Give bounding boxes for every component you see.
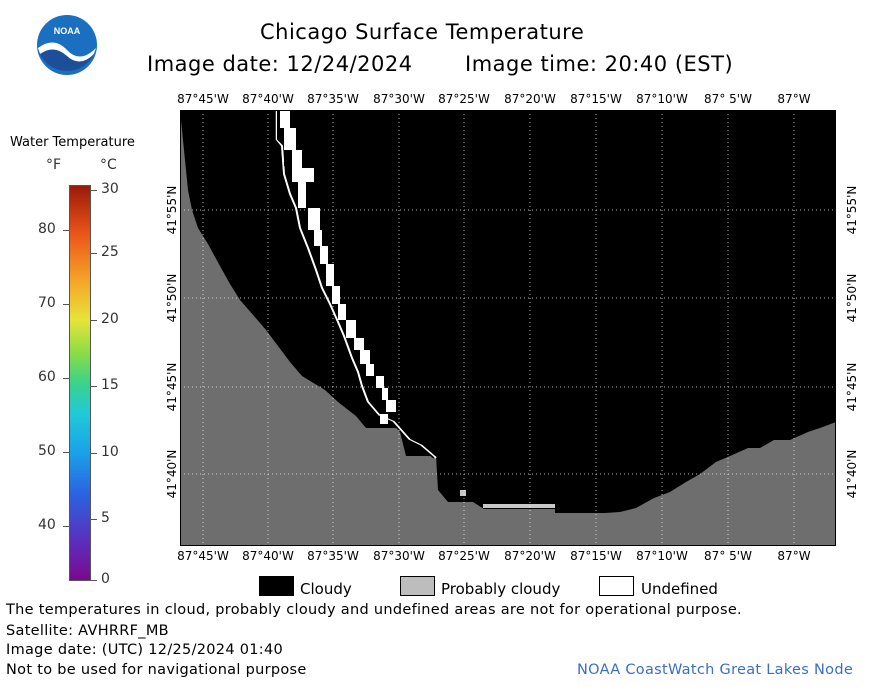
latitude-label: 41°45'N — [165, 362, 179, 412]
longitude-label: 87°40'W — [242, 92, 294, 106]
colorbar-title: Water Temperature — [10, 135, 135, 150]
disclaimer-text: The temperatures in cloud, probably clou… — [6, 602, 742, 618]
celsius-tick: 0 — [101, 571, 110, 587]
tick-mark — [63, 378, 69, 379]
longitude-label: 87° 5'W — [704, 92, 752, 106]
chicago-label: Chicago — [229, 256, 289, 274]
longitude-label: 87°25'W — [438, 549, 490, 563]
longitude-label: 87°W — [777, 549, 811, 563]
cloudy-lake-area — [180, 110, 836, 513]
latitude-label: 41°40'N — [845, 449, 859, 499]
latitude-label: 41°50'N — [165, 273, 179, 323]
fahrenheit-tick: 80 — [38, 221, 56, 237]
longitude-label: 87°25'W — [438, 92, 490, 106]
unit-celsius: °C — [100, 157, 117, 173]
longitude-label: 87°35'W — [307, 549, 359, 563]
longitude-label: 87°W — [777, 92, 811, 106]
longitude-label: 87°45'W — [177, 549, 229, 563]
satellite-text: Satellite: AVHRRF_MB — [6, 623, 169, 639]
celsius-tick: 30 — [101, 181, 119, 197]
unit-fahrenheit: °F — [46, 157, 62, 173]
longitude-label: 87°45'W — [177, 92, 229, 106]
latitude-label: 41°55'N — [845, 185, 859, 235]
graticule — [180, 110, 836, 546]
fahrenheit-tick: 60 — [38, 369, 56, 385]
longitude-label: 87°40'W — [242, 549, 294, 563]
undefined-swatch — [599, 576, 634, 596]
latitude-label: 41°40'N — [165, 449, 179, 499]
longitude-label: 87°30'W — [373, 92, 425, 106]
longitude-label: 87°30'W — [373, 549, 425, 563]
tick-mark — [91, 580, 97, 581]
tick-mark — [91, 386, 97, 387]
map-panel: Chicago — [180, 110, 836, 546]
nav-warning-text: Not to be used for navigational purpose — [6, 662, 307, 678]
fahrenheit-tick: 40 — [38, 517, 56, 533]
cloudy-label: Cloudy — [300, 580, 352, 598]
tick-mark — [63, 230, 69, 231]
tick-mark — [91, 320, 97, 321]
longitude-label: 87° 5'W — [704, 549, 752, 563]
longitude-label: 87°20'W — [504, 549, 556, 563]
undefined-label: Undefined — [641, 580, 718, 598]
latitude-label: 41°50'N — [845, 273, 859, 323]
page-title: Chicago Surface Temperature — [260, 20, 585, 44]
temperature-colorbar — [69, 185, 91, 581]
latitude-label: 41°55'N — [165, 185, 179, 235]
noaa-logo-text: NOAA — [54, 26, 81, 36]
tick-mark — [91, 519, 97, 520]
longitude-label: 87°35'W — [307, 92, 359, 106]
undefined-pixels — [280, 110, 396, 424]
longitude-label: 87°20'W — [504, 92, 556, 106]
longitude-label: 87°15'W — [570, 92, 622, 106]
celsius-tick: 10 — [101, 444, 119, 460]
tick-mark — [63, 452, 69, 453]
celsius-tick: 5 — [101, 510, 110, 526]
image-time: Image time: 20:40 (EST) — [465, 52, 734, 76]
chicago-marker — [297, 244, 307, 254]
tick-mark — [63, 526, 69, 527]
tick-mark — [63, 304, 69, 305]
noaa-logo: NOAA — [37, 15, 97, 75]
longitude-label: 87°10'W — [636, 92, 688, 106]
probably-cloudy-label: Probably cloudy — [441, 580, 561, 598]
tick-mark — [91, 253, 97, 254]
credit-text: NOAA CoastWatch Great Lakes Node — [577, 662, 854, 678]
fahrenheit-tick: 50 — [38, 443, 56, 459]
celsius-tick: 25 — [101, 244, 119, 260]
fahrenheit-tick: 70 — [38, 295, 56, 311]
utc-date-text: Image date: (UTC) 12/25/2024 01:40 — [6, 642, 284, 658]
tick-mark — [91, 453, 97, 454]
celsius-tick: 15 — [101, 377, 119, 393]
latitude-label: 41°45'N — [845, 362, 859, 412]
longitude-label: 87°10'W — [636, 549, 688, 563]
cloudy-swatch — [259, 576, 294, 596]
tick-mark — [91, 190, 97, 191]
probably-cloudy-swatch — [400, 576, 435, 596]
celsius-tick: 20 — [101, 311, 119, 327]
image-date: Image date: 12/24/2024 — [147, 52, 413, 76]
longitude-label: 87°15'W — [570, 549, 622, 563]
